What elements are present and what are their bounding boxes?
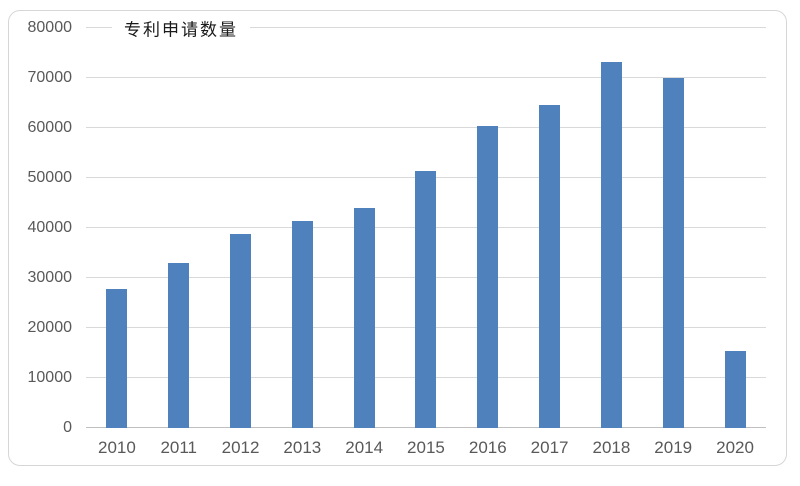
y-axis-label: 80000 xyxy=(27,19,73,36)
bar-cell-2012 xyxy=(210,28,272,428)
chart-card: 0 10000 20000 30000 40000 50000 60000 70000 8000… xyxy=(8,10,787,466)
x-axis-label-2017: 2017 xyxy=(530,438,569,457)
bar-2012 xyxy=(230,234,252,428)
x-axis-label-2013: 2013 xyxy=(283,438,322,457)
y-axis-label: 70000 xyxy=(27,69,73,86)
y-axis-label: 40000 xyxy=(27,219,73,236)
bar-cell-2015 xyxy=(395,28,457,428)
bar-2010 xyxy=(106,289,128,428)
y-axis-label: 60000 xyxy=(27,119,73,136)
bar-2015 xyxy=(415,171,437,428)
bar-cell-2020 xyxy=(704,28,766,428)
y-axis-label: 10000 xyxy=(27,369,73,386)
x-axis-label-2012: 2012 xyxy=(221,438,260,457)
x-axis-label-2015: 2015 xyxy=(407,438,445,457)
bar-2018 xyxy=(600,61,622,428)
bar-2019 xyxy=(662,78,684,428)
bar-2013 xyxy=(291,220,313,428)
bar-2014 xyxy=(353,208,375,428)
bar-cell-2013 xyxy=(271,28,333,428)
x-axis-label-2016: 2016 xyxy=(468,438,507,457)
bar-2020 xyxy=(724,350,746,428)
bar-cell-2016 xyxy=(457,28,519,428)
y-axis-label: 30000 xyxy=(27,269,73,286)
x-axis-label-2018: 2018 xyxy=(592,438,631,457)
bar-cell-2018 xyxy=(581,28,643,428)
bar-2016 xyxy=(477,126,499,428)
gridline xyxy=(86,27,766,28)
y-axis-label: 50000 xyxy=(27,169,73,186)
bar-cell-2019 xyxy=(642,28,704,428)
y-axis-label: 0 xyxy=(63,419,72,436)
x-axis-label-2010: 2010 xyxy=(97,438,136,457)
bar-cell-2011 xyxy=(148,28,210,428)
y-axis-label: 20000 xyxy=(27,319,73,336)
gridline xyxy=(86,127,766,128)
bar-2011 xyxy=(168,263,190,428)
plot-area: 0 10000 20000 30000 40000 50000 60000 70000 8000… xyxy=(28,15,766,436)
bar-cell-2017 xyxy=(519,28,581,428)
x-axis-label-2020: 2020 xyxy=(716,438,754,457)
bar-cell-2014 xyxy=(333,28,395,428)
chart-title: 专利申请数量 xyxy=(112,15,250,41)
bar-2017 xyxy=(539,104,561,428)
x-axis-label-2014: 2014 xyxy=(345,438,384,457)
gridline xyxy=(86,77,766,78)
x-axis-label-2019: 2019 xyxy=(654,438,693,457)
bars-container xyxy=(86,28,766,428)
x-axis-labels: 2010 2011 2012 2013 2014 2015 2016 2017 2018 2019… xyxy=(86,438,766,458)
bar-cell-2010 xyxy=(86,28,148,428)
x-axis-label-2011: 2011 xyxy=(160,438,197,457)
